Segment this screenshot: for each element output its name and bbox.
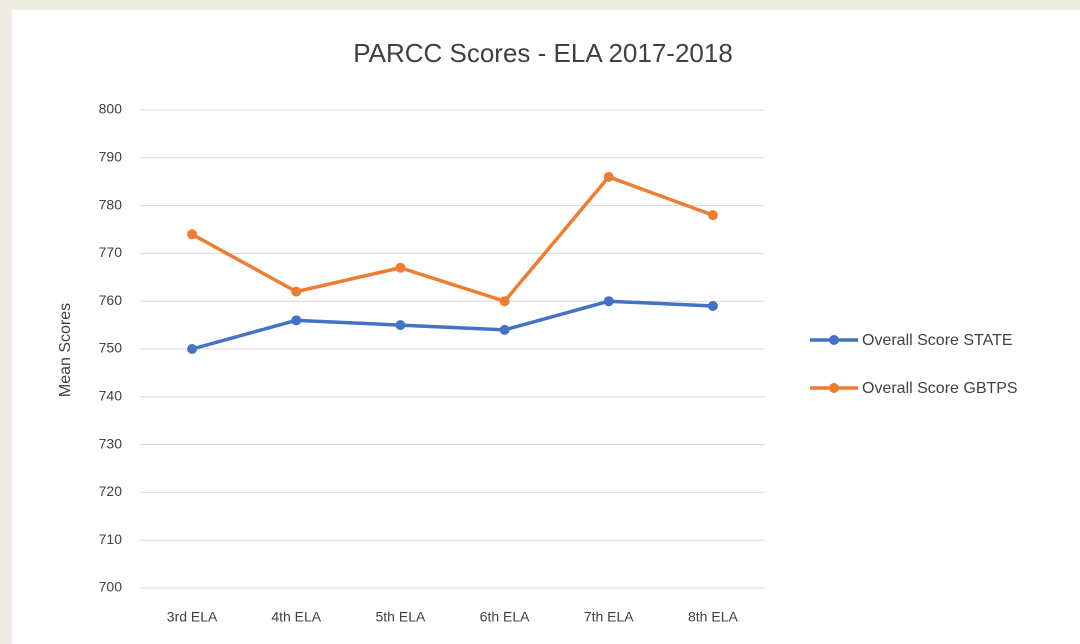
y-tick-label: 750 (99, 340, 123, 356)
x-tick-label: 8th ELA (688, 609, 738, 625)
point (291, 315, 302, 326)
x-tick-label: 6th ELA (480, 609, 530, 625)
point (603, 171, 614, 182)
y-tick-label: 700 (99, 579, 123, 595)
y-tick-label: 790 (99, 149, 123, 165)
y-tick-label: 710 (99, 531, 123, 547)
point (395, 320, 406, 331)
y-tick-label: 800 (99, 101, 123, 117)
y-tick-label: 770 (99, 244, 123, 260)
x-tick-label: 4th ELA (271, 609, 321, 625)
point (603, 296, 614, 307)
x-tick-label: 5th ELA (376, 609, 426, 625)
point (291, 286, 302, 297)
point (707, 300, 718, 311)
point (499, 324, 510, 335)
y-axis-label: Mean Scores (57, 303, 74, 397)
legend-label: Overall Score STATE (862, 332, 1013, 349)
y-tick-label: 780 (99, 196, 123, 212)
point (395, 262, 406, 273)
y-tick-label: 730 (99, 435, 123, 451)
x-tick-label: 3rd ELA (167, 609, 218, 625)
y-tick-label: 720 (99, 483, 123, 499)
x-tick-label: 7th ELA (584, 609, 634, 625)
point (187, 344, 198, 354)
legend-label: Overall Score GBTPS (862, 380, 1018, 397)
point (499, 296, 510, 307)
y-tick-label: 760 (99, 292, 123, 308)
legend-marker (829, 335, 839, 345)
series-line (191, 175, 714, 303)
point (707, 210, 718, 221)
series-line (191, 299, 713, 351)
y-tick-label: 740 (99, 388, 123, 404)
legend-marker (829, 383, 839, 393)
chart-background (12, 10, 1080, 644)
point (187, 229, 198, 240)
chart-title: PARCC Scores - ELA 2017-2018 (353, 38, 733, 68)
